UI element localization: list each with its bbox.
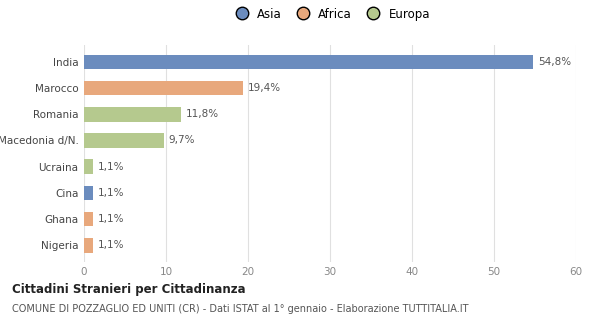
Bar (84, 81, 243, 95)
Bar (84, 133, 164, 148)
Text: 54,8%: 54,8% (538, 57, 571, 67)
Text: 1,1%: 1,1% (98, 162, 124, 172)
Text: Cittadini Stranieri per Cittadinanza: Cittadini Stranieri per Cittadinanza (12, 283, 245, 296)
Text: 1,1%: 1,1% (98, 188, 124, 198)
Legend: Asia, Africa, Europa: Asia, Africa, Europa (225, 3, 435, 25)
Bar (84, 107, 181, 122)
Bar (84, 212, 93, 226)
Bar (84, 238, 93, 252)
Text: COMUNE DI POZZAGLIO ED UNITI (CR) - Dati ISTAT al 1° gennaio - Elaborazione TUTT: COMUNE DI POZZAGLIO ED UNITI (CR) - Dati… (12, 304, 469, 314)
Bar (84, 159, 93, 174)
Text: 19,4%: 19,4% (248, 83, 281, 93)
Bar (84, 186, 93, 200)
Text: 1,1%: 1,1% (98, 214, 124, 224)
Bar (84, 55, 533, 69)
Text: 9,7%: 9,7% (169, 135, 195, 146)
Text: 11,8%: 11,8% (185, 109, 219, 119)
Text: 1,1%: 1,1% (98, 240, 124, 250)
